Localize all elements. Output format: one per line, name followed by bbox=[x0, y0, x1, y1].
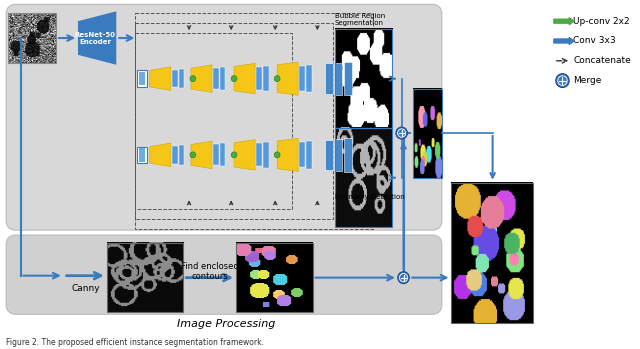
Text: ResNet-50
Encoder: ResNet-50 Encoder bbox=[75, 31, 116, 45]
Polygon shape bbox=[191, 65, 212, 92]
Bar bbox=[451, 183, 532, 323]
Bar bbox=[256, 143, 262, 166]
Bar bbox=[220, 67, 225, 90]
Bar bbox=[136, 13, 373, 229]
Bar bbox=[172, 146, 177, 164]
Bar bbox=[213, 144, 219, 165]
Bar bbox=[263, 142, 269, 168]
Circle shape bbox=[190, 152, 196, 158]
Bar bbox=[325, 64, 333, 94]
Bar bbox=[179, 69, 184, 88]
Text: Canny: Canny bbox=[71, 284, 100, 292]
Circle shape bbox=[275, 152, 280, 158]
FancyBboxPatch shape bbox=[6, 4, 442, 230]
Text: Image Processing: Image Processing bbox=[177, 319, 276, 329]
Bar bbox=[335, 139, 342, 171]
Bar bbox=[139, 72, 145, 86]
Bar bbox=[213, 68, 219, 89]
Bar bbox=[8, 13, 56, 63]
Polygon shape bbox=[78, 11, 116, 65]
Polygon shape bbox=[277, 62, 298, 95]
Text: Figure 2. The proposed efficient instance segmentation framework.: Figure 2. The proposed efficient instanc… bbox=[6, 337, 264, 347]
Bar bbox=[263, 66, 269, 91]
Text: Concatenate: Concatenate bbox=[573, 56, 631, 65]
Polygon shape bbox=[234, 64, 255, 94]
Bar bbox=[306, 65, 312, 92]
Polygon shape bbox=[191, 141, 212, 169]
Bar bbox=[107, 243, 183, 312]
Bar bbox=[139, 148, 145, 162]
Bar bbox=[138, 147, 147, 163]
Text: Merge: Merge bbox=[573, 76, 602, 85]
Bar bbox=[413, 89, 442, 178]
Text: Up-conv 2x2: Up-conv 2x2 bbox=[573, 17, 630, 26]
Bar bbox=[335, 128, 392, 227]
Bar bbox=[138, 70, 147, 87]
Bar bbox=[335, 29, 392, 128]
Polygon shape bbox=[234, 140, 255, 170]
Bar bbox=[344, 138, 352, 171]
Bar bbox=[299, 142, 305, 167]
FancyBboxPatch shape bbox=[6, 235, 442, 314]
Bar bbox=[220, 143, 225, 166]
Circle shape bbox=[556, 74, 569, 88]
Bar bbox=[172, 70, 177, 88]
Bar bbox=[306, 141, 312, 169]
Circle shape bbox=[231, 76, 237, 82]
Bar bbox=[136, 33, 292, 209]
Polygon shape bbox=[150, 67, 171, 90]
Text: Conv 3x3: Conv 3x3 bbox=[573, 37, 616, 45]
Text: Boundary Detection: Boundary Detection bbox=[335, 194, 404, 200]
Circle shape bbox=[398, 272, 410, 284]
FancyArrow shape bbox=[554, 38, 574, 44]
Bar bbox=[299, 66, 305, 91]
Bar bbox=[335, 63, 342, 95]
Circle shape bbox=[190, 76, 196, 82]
Bar bbox=[179, 145, 184, 165]
Circle shape bbox=[275, 76, 280, 82]
Bar bbox=[325, 140, 333, 170]
Bar bbox=[136, 23, 333, 219]
FancyArrow shape bbox=[554, 18, 574, 25]
Circle shape bbox=[231, 152, 237, 158]
Bar bbox=[236, 243, 312, 312]
Polygon shape bbox=[277, 138, 298, 171]
Text: Find enclosed
contours: Find enclosed contours bbox=[181, 262, 239, 281]
Polygon shape bbox=[150, 143, 171, 167]
Circle shape bbox=[396, 127, 408, 139]
Text: Bubble Region
Segmentation: Bubble Region Segmentation bbox=[335, 13, 385, 26]
Bar bbox=[256, 67, 262, 90]
Bar bbox=[344, 62, 352, 95]
